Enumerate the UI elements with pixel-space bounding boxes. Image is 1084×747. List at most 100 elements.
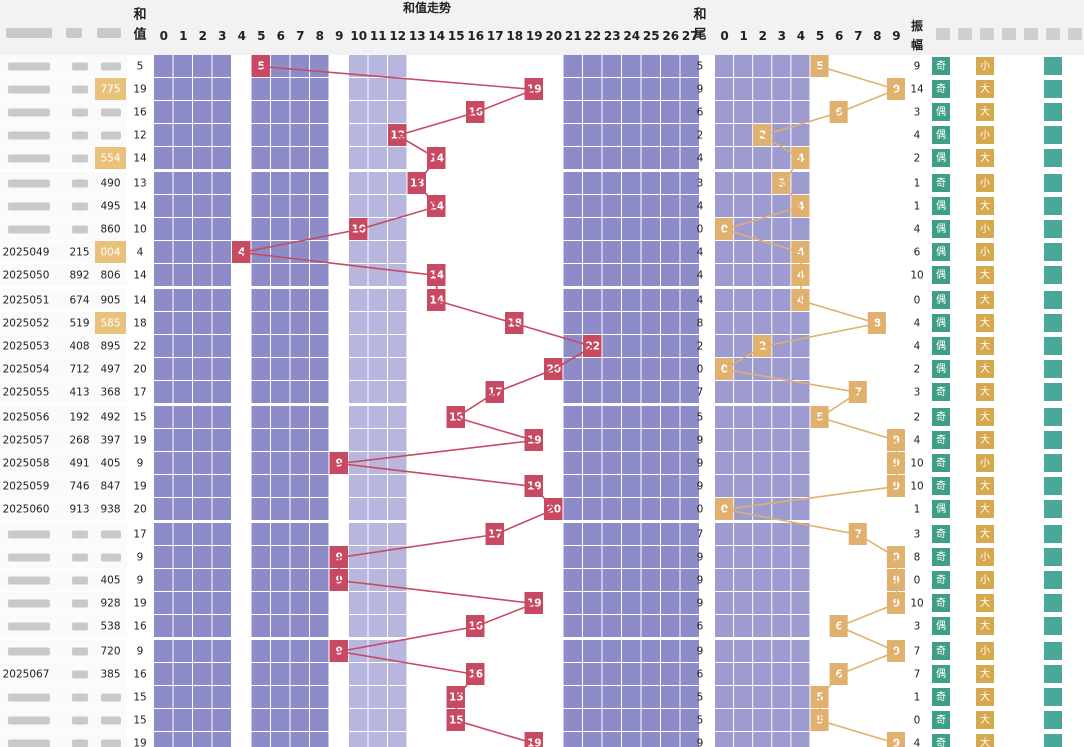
sum-band-cell bbox=[563, 523, 582, 545]
sum-band-cell bbox=[661, 289, 680, 311]
table-body: 5 5 5 5 9 奇小775 19 19 9 9 14 奇大16 16 6 6 3 偶大12 12 2 2 4 偶小55… bbox=[0, 55, 1062, 747]
table-row[interactable]: 538 16 16 6 6 3 偶大 bbox=[0, 615, 1062, 637]
table-row[interactable]: 2025054 712 497 20 20 0 0 2 偶大 bbox=[0, 358, 1062, 380]
table-row[interactable]: 775 19 19 9 9 14 奇大 bbox=[0, 78, 1062, 100]
table-row[interactable]: 490 13 13 3 3 1 奇小 bbox=[0, 172, 1062, 194]
table-row[interactable]: 2025056 192 492 15 15 5 5 2 奇大 bbox=[0, 406, 1062, 428]
table-row[interactable]: 720 9 9 9 9 7 奇小 bbox=[0, 640, 1062, 662]
sum-value: 9 bbox=[137, 552, 144, 564]
odd-even-badge bbox=[932, 454, 950, 472]
issue-number: 2025053 bbox=[3, 341, 50, 353]
table-row[interactable]: 2025067 385 16 16 6 6 7 偶大 bbox=[0, 663, 1062, 685]
tail-band-cell bbox=[810, 195, 829, 217]
row-bg bbox=[0, 569, 127, 591]
table-row[interactable]: 15 15 5 5 0 奇大 bbox=[0, 709, 1062, 731]
sum-band-cell bbox=[427, 475, 446, 497]
sum-band-cell bbox=[622, 172, 641, 194]
sum-band-cell bbox=[388, 732, 407, 747]
sum-band-cell bbox=[232, 498, 251, 520]
table-row[interactable]: 19 19 9 9 4 奇 大 bbox=[0, 732, 1062, 747]
sum-band-cell bbox=[544, 381, 563, 403]
sum-band-cell bbox=[622, 429, 641, 451]
table-row[interactable]: 12 12 2 2 4 偶小 bbox=[0, 124, 1062, 146]
sum-band-cell bbox=[446, 264, 465, 286]
sum-band-cell bbox=[310, 709, 329, 731]
table-row[interactable]: 860 10 10 0 0 4 偶小 bbox=[0, 218, 1062, 240]
test-blur bbox=[101, 62, 121, 71]
test-number: 397 bbox=[100, 435, 120, 447]
misc-badge bbox=[1044, 594, 1062, 612]
table-row[interactable]: 2025058 491 405 9 9 9 9 10 奇小 bbox=[0, 452, 1062, 474]
table-row[interactable]: 2025055 413 368 17 17 7 7 3 奇大 bbox=[0, 381, 1062, 403]
sum-band-cell bbox=[583, 147, 602, 169]
table-row[interactable]: 17 17 7 7 3 奇大 bbox=[0, 523, 1062, 545]
draw-blur bbox=[72, 154, 88, 163]
table-row[interactable]: 495 14 14 4 4 1 偶大 bbox=[0, 195, 1062, 217]
amplitude-value: 4 bbox=[914, 738, 921, 747]
sum-value: 17 bbox=[133, 529, 146, 541]
tail-band-cell bbox=[829, 78, 848, 100]
amplitude-value: 2 bbox=[914, 364, 921, 376]
tail-band-cell bbox=[715, 452, 734, 474]
sum-band-cell bbox=[427, 615, 446, 637]
draw-number: 268 bbox=[69, 435, 89, 447]
issue-blur bbox=[8, 62, 50, 71]
tail-band-cell bbox=[810, 498, 829, 520]
sum-band-cell bbox=[524, 709, 543, 731]
sum-band-cell bbox=[563, 475, 582, 497]
tail-band-cell bbox=[772, 241, 791, 263]
table-row[interactable]: 15 15 5 5 1 奇大 bbox=[0, 686, 1062, 708]
tail-band-cell bbox=[715, 241, 734, 263]
table-row[interactable]: 405 9 9 9 9 0 奇小 bbox=[0, 569, 1062, 591]
sum-band-cell bbox=[193, 592, 212, 614]
tail-band-cell bbox=[772, 615, 791, 637]
sum-band-cell bbox=[602, 264, 621, 286]
sum-value: 13 bbox=[133, 178, 146, 190]
table-row[interactable]: 2025060 913 938 20 20 0 0 1 偶大 bbox=[0, 498, 1062, 520]
odd-even-label: 奇 bbox=[936, 82, 946, 95]
table-row[interactable]: 16 16 6 6 3 偶大 bbox=[0, 101, 1062, 123]
sum-band-cell bbox=[583, 709, 602, 731]
sum-band-cell bbox=[544, 218, 563, 240]
big-small-badge bbox=[976, 337, 994, 355]
tail-band-cell bbox=[848, 218, 867, 240]
tail-band-cell bbox=[810, 241, 829, 263]
big-small-badge bbox=[976, 642, 994, 660]
sum-band-cell bbox=[544, 78, 563, 100]
sum-band-cell bbox=[427, 335, 446, 357]
sum-band-cell bbox=[154, 546, 173, 568]
sum-band-cell bbox=[212, 452, 231, 474]
sum-band-cell bbox=[310, 289, 329, 311]
odd-even-label: 偶 bbox=[936, 245, 946, 258]
row-bg bbox=[0, 452, 127, 474]
sum-band-cell bbox=[641, 615, 660, 637]
table-row[interactable]: 928 19 19 9 9 10 奇大 bbox=[0, 592, 1062, 614]
table-row[interactable]: 2025051 674 905 14 14 4 4 0 偶大 bbox=[0, 289, 1062, 311]
sum-band-cell bbox=[661, 686, 680, 708]
sum-column-header: 11 bbox=[370, 29, 387, 43]
table-row[interactable]: 554 14 14 4 4 2 偶大 bbox=[0, 147, 1062, 169]
sum-column-header: 7 bbox=[296, 29, 304, 43]
tail-band-cell bbox=[867, 55, 886, 77]
tail-band-cell bbox=[734, 640, 753, 662]
tail-band-cell bbox=[734, 732, 753, 747]
tail-band-cell bbox=[753, 101, 772, 123]
sum-band-cell bbox=[193, 55, 212, 77]
sum-band-cell bbox=[173, 686, 192, 708]
tail-band-cell bbox=[772, 264, 791, 286]
sum-band-cell bbox=[173, 335, 192, 357]
table-row[interactable]: 2025050 892 806 14 14 4 4 10 偶大 bbox=[0, 264, 1062, 286]
table-row[interactable]: 2025052 519 585 18 18 8 8 4 偶大 bbox=[0, 312, 1062, 334]
issue-number: 2025067 bbox=[3, 669, 50, 681]
tail-band-cell bbox=[772, 55, 791, 77]
test-number: 938 bbox=[100, 504, 120, 516]
table-row[interactable]: 2025053 408 895 22 22 2 2 4 偶大 bbox=[0, 335, 1062, 357]
tail-column-header: 7 bbox=[854, 29, 862, 43]
table-row[interactable]: 2025049 215 004 4 4 4 4 6 偶小 bbox=[0, 241, 1062, 263]
sum-band-cell bbox=[154, 592, 173, 614]
issue-number: 2025057 bbox=[3, 435, 50, 447]
sum-band-cell bbox=[368, 732, 387, 747]
sum-band-cell bbox=[446, 55, 465, 77]
